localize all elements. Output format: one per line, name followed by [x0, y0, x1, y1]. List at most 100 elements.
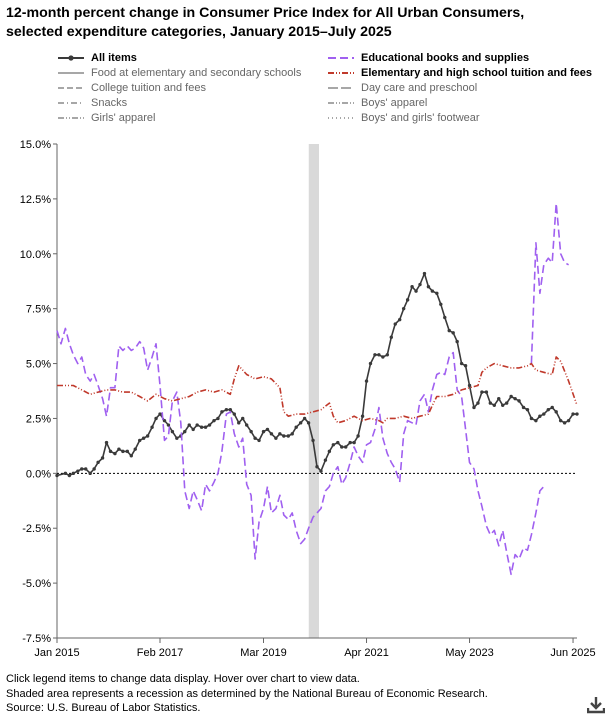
- legend-swatch: [328, 56, 354, 59]
- data-point: [265, 427, 270, 432]
- data-point: [319, 469, 323, 473]
- data-point: [261, 429, 266, 434]
- data-point: [364, 379, 369, 383]
- data-point: [517, 399, 521, 403]
- data-point: [183, 429, 187, 434]
- legend-swatch: [58, 86, 84, 89]
- data-point: [244, 423, 249, 427]
- data-point: [113, 451, 117, 456]
- data-point: [418, 282, 422, 287]
- data-point: [117, 447, 121, 451]
- legend-item[interactable]: Boys' and girls' footwear: [327, 110, 480, 125]
- data-point: [497, 396, 501, 401]
- data-point: [88, 471, 92, 476]
- data-point: [125, 449, 130, 454]
- data-point: [501, 403, 505, 407]
- data-point: [315, 465, 319, 469]
- data-point: [492, 403, 496, 407]
- data-point: [282, 434, 286, 438]
- recession-band: [308, 144, 319, 638]
- data-point: [558, 418, 563, 423]
- data-point: [55, 473, 59, 478]
- legend-item[interactable]: Educational books and supplies: [327, 50, 529, 65]
- data-point: [426, 285, 431, 289]
- data-point: [513, 396, 517, 401]
- data-point: [340, 445, 344, 449]
- legend-swatch: [328, 86, 354, 89]
- data-point: [108, 449, 113, 454]
- legend-item[interactable]: Snacks: [57, 95, 127, 110]
- legend-swatch: [58, 71, 84, 74]
- data-point: [393, 322, 397, 326]
- data-point: [472, 405, 476, 410]
- data-point: [410, 285, 414, 289]
- data-point: [336, 440, 340, 445]
- data-point: [71, 471, 76, 476]
- data-point: [100, 456, 105, 460]
- legend-item[interactable]: Boys' apparel: [327, 95, 427, 110]
- data-point: [554, 410, 558, 414]
- data-point: [145, 434, 150, 438]
- title-line-1: 12-month percent change in Consumer Pric…: [6, 5, 525, 21]
- data-point: [63, 471, 68, 476]
- data-point: [220, 410, 224, 414]
- legend-label: Boys' and girls' footwear: [361, 111, 480, 124]
- legend-label: Day care and preschool: [361, 81, 478, 94]
- data-point: [150, 425, 154, 429]
- y-tick-label: -2.5%: [22, 523, 51, 535]
- data-point: [566, 418, 571, 423]
- data-point: [356, 434, 360, 438]
- data-point: [274, 436, 278, 440]
- legend-swatch: [58, 116, 84, 119]
- data-point: [224, 407, 229, 412]
- legend-item[interactable]: Elementary and high school tuition and f…: [327, 65, 592, 80]
- data-point: [323, 458, 328, 462]
- legend-item[interactable]: College tuition and fees: [57, 80, 206, 95]
- data-point: [311, 438, 315, 443]
- footer-source: Source: U.S. Bureau of Labor Statistics.: [6, 702, 201, 714]
- data-point: [546, 407, 550, 412]
- data-point: [129, 454, 133, 458]
- x-tick-label: Jun 2025: [550, 647, 595, 659]
- data-point: [199, 425, 204, 429]
- legend-label: Snacks: [91, 96, 128, 109]
- data-point: [203, 425, 208, 429]
- download-icon[interactable]: [586, 696, 606, 714]
- data-point: [504, 401, 509, 405]
- data-point: [368, 361, 373, 366]
- data-point: [422, 271, 427, 276]
- x-tick-label: Mar 2019: [240, 647, 286, 659]
- data-point: [360, 414, 365, 418]
- data-point: [138, 438, 142, 443]
- line-chart[interactable]: 15.0% 12.5% 10.0% 7.5% 5.0% 2.5% 0.0% -2.5% -5.0…: [0, 130, 611, 660]
- legend-item[interactable]: Girls' apparel: [57, 110, 155, 125]
- y-tick-label: 2.5%: [26, 413, 51, 425]
- legend-swatch: [328, 101, 354, 104]
- data-point: [439, 302, 443, 306]
- data-point: [187, 423, 191, 427]
- legend-item[interactable]: Food at elementary and secondary schools: [57, 65, 301, 80]
- x-tick-label: May 2023: [445, 647, 493, 659]
- data-point: [96, 460, 100, 465]
- data-point: [476, 401, 480, 405]
- data-point: [377, 353, 381, 357]
- legend-item[interactable]: Day care and preschool: [327, 80, 477, 95]
- y-tick-label: 15.0%: [20, 139, 51, 151]
- chart-footer: Click legend items to change data displa…: [6, 672, 488, 716]
- data-point: [521, 405, 526, 410]
- y-tick-label: 7.5%: [26, 304, 51, 316]
- data-point: [84, 467, 88, 471]
- data-point: [459, 361, 464, 366]
- legend-label: Girls' apparel: [91, 111, 156, 124]
- data-point: [414, 289, 418, 293]
- legend-label: College tuition and fees: [91, 81, 206, 94]
- y-tick-label: 0.0%: [26, 468, 51, 480]
- data-point: [463, 364, 468, 368]
- data-point: [207, 423, 212, 427]
- data-point: [306, 421, 311, 425]
- legend-label: Boys' apparel: [361, 96, 428, 109]
- data-point: [509, 394, 513, 399]
- legend-item[interactable]: All items: [57, 50, 137, 65]
- data-point: [538, 414, 542, 418]
- series-line-educational-books-and-supplies: [530, 202, 569, 364]
